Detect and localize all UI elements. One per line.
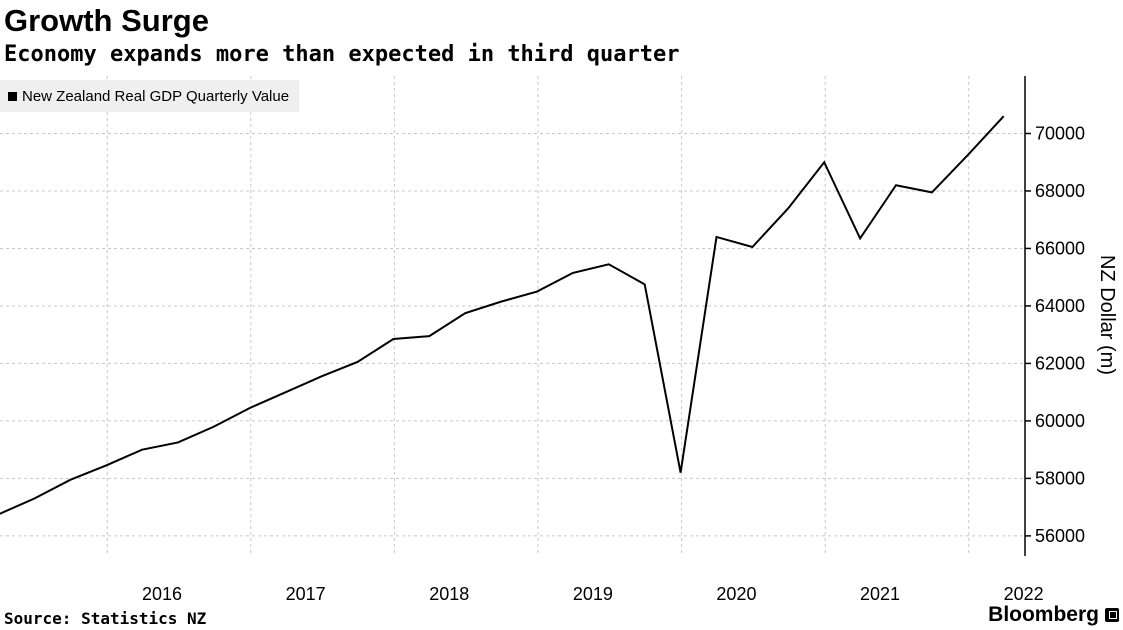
x-tick-label: 2016 [142, 584, 182, 604]
legend: New Zealand Real GDP Quarterly Value [0, 80, 300, 112]
y-tick-label: 60000 [1035, 411, 1085, 431]
legend-swatch [8, 91, 17, 101]
x-tick-label: 2020 [716, 584, 756, 604]
x-tick-label: 2021 [860, 584, 900, 604]
y-gridlines [0, 132, 1025, 537]
x-tick-label: 2017 [286, 584, 326, 604]
legend-label: New Zealand Real GDP Quarterly Value [22, 87, 290, 105]
chart-title: Growth Surge [4, 3, 209, 38]
y-tick-label: 64000 [1035, 296, 1085, 316]
y-axis: 56000 58000 60000 62000 64000 66000 68000 70000 [1024, 76, 1085, 556]
brand-logo: Bloomberg [988, 603, 1119, 627]
y-tick-label: 66000 [1035, 238, 1085, 258]
chart-subtitle: Economy expands more than expected in th… [4, 42, 680, 67]
y-tick-label: 58000 [1035, 468, 1085, 488]
y-tick-label: 70000 [1035, 123, 1085, 143]
source-note: Source: Statistics NZ [4, 609, 207, 628]
y-tick-label: 68000 [1035, 181, 1085, 201]
y-tick-label: 56000 [1035, 526, 1085, 546]
series-line [0, 115, 1005, 515]
y-axis-label: NZ Dollar (m) [1096, 255, 1118, 375]
bloomberg-icon [1105, 608, 1119, 622]
x-gridlines [106, 76, 970, 556]
brand-name: Bloomberg [988, 603, 1099, 626]
series-group [0, 115, 1005, 515]
x-tick-label: 2018 [429, 584, 469, 604]
y-tick-label: 62000 [1035, 353, 1085, 373]
x-tick-label: 2022 [1004, 584, 1044, 604]
x-tick-label: 2019 [573, 584, 613, 604]
x-axis-labels: 2016 2017 2018 2019 2020 2021 2022 [142, 584, 1044, 604]
